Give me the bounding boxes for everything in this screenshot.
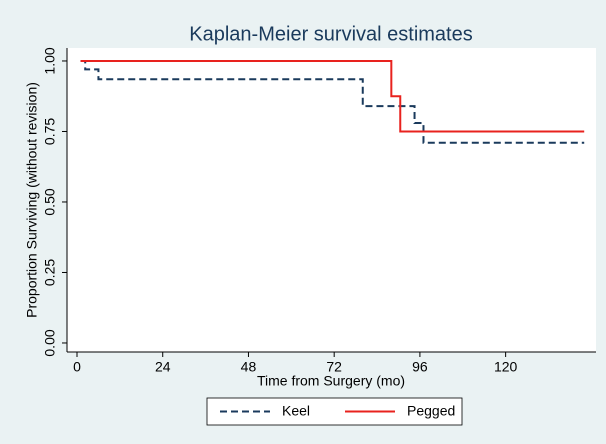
x-tick-label: 0 — [73, 359, 81, 375]
y-tick-label: 0.75 — [42, 118, 58, 145]
x-tick-label: 72 — [326, 359, 342, 375]
plot-area — [67, 48, 596, 352]
x-tick-label: 96 — [412, 359, 428, 375]
km-curve — [80, 59, 585, 144]
x-tick-label: 24 — [155, 359, 171, 375]
x-axis-label: Time from Surgery (mo) — [257, 373, 405, 389]
legend-label: Pegged — [407, 403, 455, 419]
x-tick-label: 120 — [494, 359, 518, 375]
y-tick-label: 1.00 — [42, 47, 58, 74]
y-tick-label: 0.00 — [42, 329, 58, 356]
x-tick-label: 48 — [241, 359, 257, 375]
y-tick-label: 0.50 — [42, 188, 58, 215]
chart-title: Kaplan-Meier survival estimates — [189, 23, 472, 45]
y-axis-label: Proportion Surviving (without revision) — [24, 82, 40, 318]
y-tick-label: 0.25 — [42, 259, 58, 286]
legend-label: Keel — [282, 403, 310, 419]
km-curve — [80, 59, 585, 133]
legend — [206, 397, 463, 426]
